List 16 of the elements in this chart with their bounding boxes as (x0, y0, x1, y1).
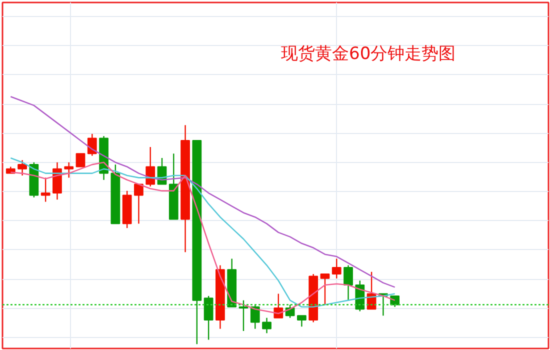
candlestick (262, 317, 272, 334)
candlestick (134, 184, 144, 224)
candlestick (18, 160, 27, 176)
candlestick (204, 295, 214, 340)
chart-title: 现货黄金60分钟走势图 (281, 44, 456, 64)
candlestick (238, 300, 248, 332)
candlestick (344, 264, 353, 301)
candlestick (250, 304, 260, 330)
candlestick (87, 133, 97, 156)
candlestick (320, 273, 330, 306)
candlestick (297, 315, 306, 328)
candlestick (332, 258, 342, 280)
candlestick (76, 153, 86, 168)
candlestick (40, 177, 50, 202)
candlestick (146, 146, 156, 188)
candlestick (64, 162, 74, 178)
